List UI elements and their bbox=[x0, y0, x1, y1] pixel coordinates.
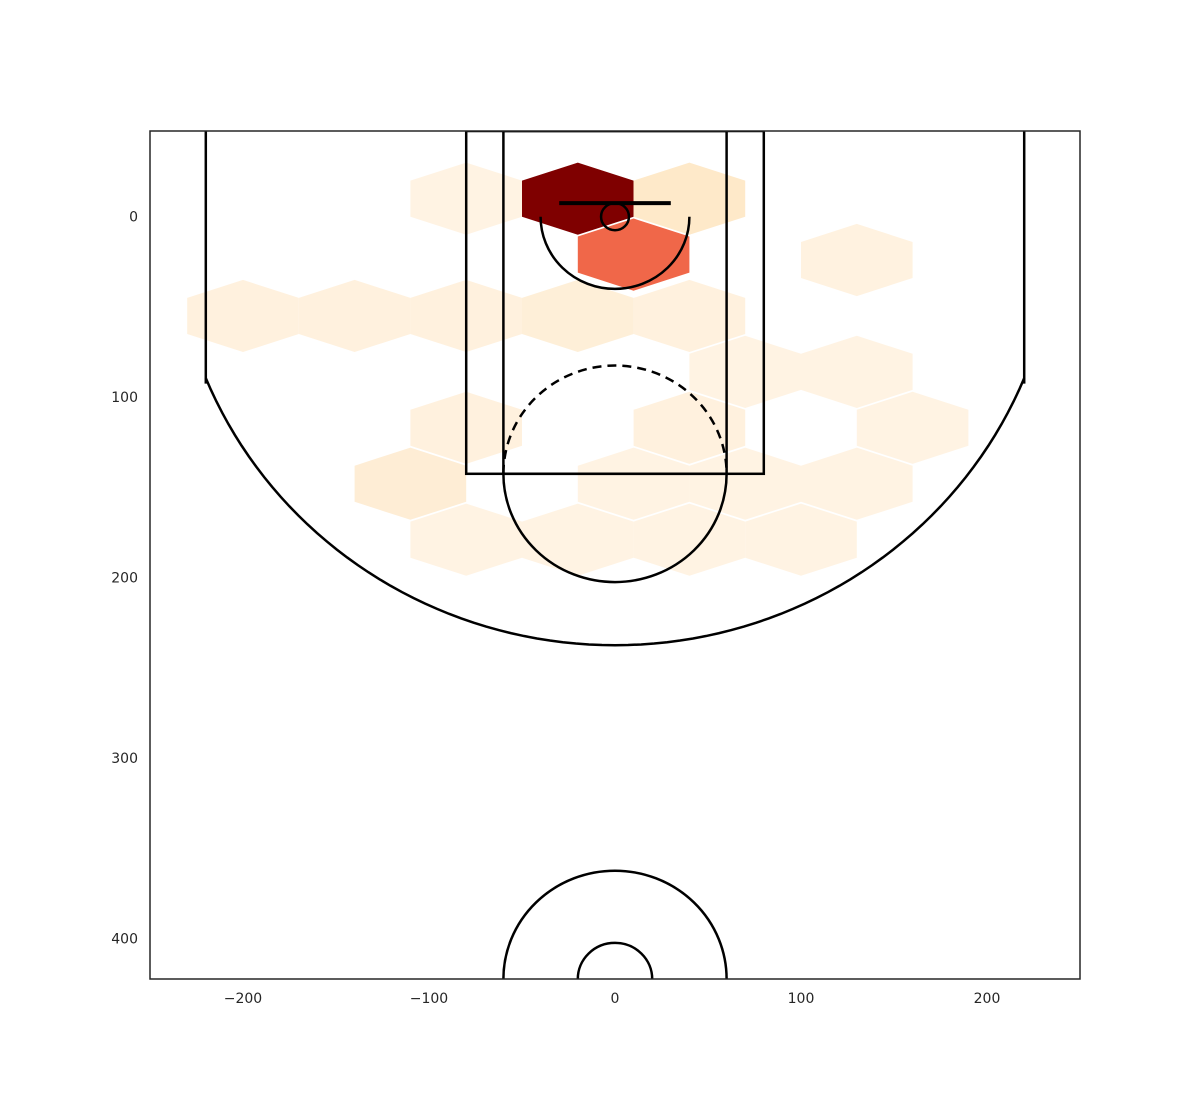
x-tick-label: 100 bbox=[788, 991, 815, 1007]
y-tick-label: 400 bbox=[111, 931, 138, 947]
hexbin-15 bbox=[354, 447, 467, 520]
x-axis-ticks: −200 −100 0 100 200 bbox=[224, 991, 1001, 1007]
hexbin-13 bbox=[633, 391, 746, 464]
y-tick-label: 100 bbox=[111, 390, 138, 406]
y-axis-ticks: 0 100 200 300 400 bbox=[111, 210, 138, 948]
court-lines bbox=[204, 131, 1026, 979]
hexbin-14 bbox=[856, 391, 969, 464]
hexbin-17 bbox=[689, 447, 801, 520]
hexbin-22 bbox=[745, 503, 857, 576]
hexbin-11 bbox=[801, 335, 913, 408]
hexbin-16 bbox=[577, 447, 690, 520]
hexbin-10 bbox=[689, 335, 801, 408]
hexbin-layer bbox=[187, 162, 969, 576]
center-court-outer-arc bbox=[502, 869, 728, 979]
hexbin-20 bbox=[522, 503, 634, 576]
x-tick-label: −200 bbox=[224, 991, 262, 1007]
hexbin-5 bbox=[187, 279, 299, 352]
y-tick-label: 0 bbox=[129, 210, 138, 226]
y-tick-label: 200 bbox=[111, 571, 138, 587]
hexbin-2 bbox=[633, 162, 746, 235]
hexbin-4 bbox=[801, 223, 913, 297]
x-tick-label: −100 bbox=[410, 991, 448, 1007]
hexbin-1 bbox=[577, 218, 690, 291]
x-tick-label: 0 bbox=[611, 991, 620, 1007]
hexbin-8 bbox=[522, 279, 634, 352]
center-court-inner-arc bbox=[576, 941, 654, 979]
hexbin-9 bbox=[633, 279, 746, 352]
hexbin-21 bbox=[633, 503, 746, 576]
hexbin-18 bbox=[801, 447, 913, 520]
x-tick-label: 200 bbox=[974, 991, 1001, 1007]
hexbin-0 bbox=[522, 162, 634, 235]
y-tick-label: 300 bbox=[111, 751, 138, 767]
inner-paint-box bbox=[502, 131, 728, 476]
free-throw-circle-bottom bbox=[502, 473, 728, 584]
three-point-arc bbox=[204, 377, 1026, 647]
hexbin-19 bbox=[410, 503, 522, 576]
hexbin-6 bbox=[298, 279, 411, 352]
free-throw-circle-top-dashed bbox=[502, 364, 728, 474]
restricted-area-arc bbox=[539, 216, 691, 291]
plot-frame bbox=[149, 130, 1081, 980]
